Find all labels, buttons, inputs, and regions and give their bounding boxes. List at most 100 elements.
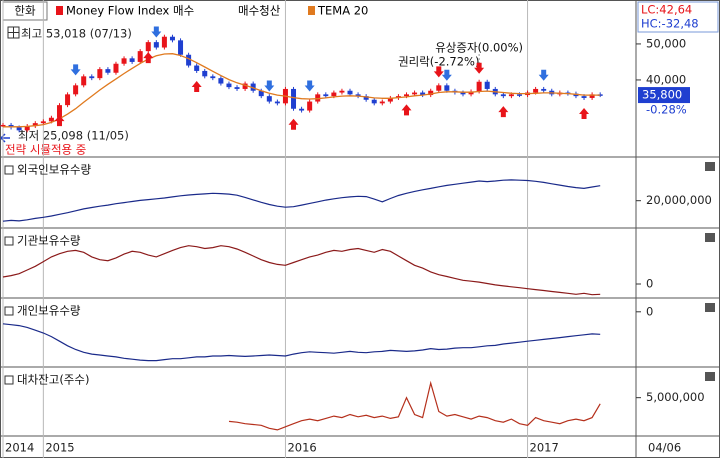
low-note: 최저 25,098 (11/05) xyxy=(18,129,129,143)
sell-arrow xyxy=(264,80,275,92)
candle xyxy=(258,90,264,97)
candle xyxy=(516,94,522,96)
candle xyxy=(323,94,329,97)
candle xyxy=(145,42,151,52)
candle xyxy=(202,70,208,77)
legend-entry: TEMA 20 xyxy=(317,4,368,18)
candle xyxy=(97,69,103,79)
high-note: 최고 53,018 (07/13) xyxy=(21,27,132,41)
close-button[interactable] xyxy=(705,162,715,171)
candle xyxy=(412,92,418,95)
candle xyxy=(468,91,474,95)
candle xyxy=(153,42,159,48)
buy-arrow xyxy=(401,104,412,116)
candle xyxy=(65,94,71,106)
close-button[interactable] xyxy=(705,303,715,312)
panel-icon xyxy=(4,165,14,175)
change-label: -0.28% xyxy=(646,103,687,117)
sell-arrow xyxy=(70,64,81,76)
y-tick-label: 5,000,000 xyxy=(646,390,705,404)
panel-icon xyxy=(4,236,14,246)
candle xyxy=(274,101,280,104)
candle xyxy=(121,58,127,64)
candle xyxy=(48,117,54,122)
axis-area xyxy=(636,0,720,458)
buy-arrow xyxy=(579,107,590,119)
candle xyxy=(428,90,434,96)
buy-arrow xyxy=(498,106,509,118)
candle xyxy=(242,83,248,89)
candle xyxy=(32,123,38,127)
candle xyxy=(339,90,345,93)
buy-arrow xyxy=(288,118,299,130)
x-tick-label: 2014 xyxy=(5,441,34,455)
panel-title: 기관보유수량 xyxy=(17,234,81,248)
candle xyxy=(210,76,216,79)
candle xyxy=(315,94,321,102)
candle xyxy=(589,94,595,98)
event-arrow xyxy=(474,62,485,74)
legend-entry: 매수청산 xyxy=(238,4,281,18)
panel-icon xyxy=(4,375,14,385)
candle xyxy=(355,94,361,97)
event-label: 권리락(-2.72%) xyxy=(398,55,479,69)
candle xyxy=(186,54,192,66)
candle xyxy=(363,96,369,100)
y-tick-label: 20,000,000 xyxy=(646,193,712,207)
candle xyxy=(476,81,482,92)
candle xyxy=(178,40,184,55)
candle xyxy=(508,94,514,97)
candle xyxy=(541,88,547,91)
candle xyxy=(307,101,313,111)
candle xyxy=(266,96,272,102)
candle xyxy=(581,96,587,98)
candle xyxy=(436,85,442,91)
candle xyxy=(16,127,22,131)
tema-line xyxy=(3,53,601,128)
candle xyxy=(444,85,450,91)
candle xyxy=(460,92,466,95)
x-tick-label: 2017 xyxy=(530,441,559,455)
candle xyxy=(234,87,240,89)
close-button[interactable] xyxy=(705,372,715,381)
candle xyxy=(291,88,297,109)
x-tick-label: 2015 xyxy=(45,441,74,455)
candle xyxy=(40,121,46,124)
candle xyxy=(533,88,539,93)
panel-title: 개인보유수량 xyxy=(17,304,81,318)
last-price-box xyxy=(638,87,690,104)
panel-title: 외국인보유수량 xyxy=(17,163,91,177)
holding-line xyxy=(2,323,601,362)
panel-title: 대차잔고(주수) xyxy=(17,373,89,387)
holding-line xyxy=(2,245,601,296)
candle xyxy=(299,108,305,111)
legend-icon xyxy=(308,6,315,15)
close-button[interactable] xyxy=(705,233,715,242)
grid-icon-lines xyxy=(8,27,19,38)
candle xyxy=(105,69,111,73)
candle xyxy=(218,78,224,84)
lc-label: LC:42,64 xyxy=(641,3,692,17)
last-price-label: 35,800 xyxy=(642,88,682,102)
candle xyxy=(73,85,79,95)
candle xyxy=(137,51,143,62)
candle xyxy=(89,76,95,79)
y-tick-label: 50,000 xyxy=(646,36,686,50)
candle xyxy=(169,36,175,41)
event-arrow xyxy=(433,66,444,78)
hc-label: HC:-32,48 xyxy=(641,17,699,31)
candle xyxy=(379,101,385,104)
y-tick-label: 0 xyxy=(646,277,653,291)
buy-arrow xyxy=(54,115,65,127)
sell-arrow xyxy=(538,69,549,81)
sell-arrow xyxy=(304,80,315,92)
candle xyxy=(484,81,490,89)
buy-arrow xyxy=(143,52,154,64)
candle xyxy=(347,90,353,95)
holding-line xyxy=(228,380,601,431)
candle xyxy=(0,124,6,127)
status-label: 전략 시뮬적용 중 xyxy=(5,143,86,157)
y-tick-label: 40,000 xyxy=(646,72,686,86)
legend-icon xyxy=(56,6,63,15)
candle xyxy=(331,92,337,97)
